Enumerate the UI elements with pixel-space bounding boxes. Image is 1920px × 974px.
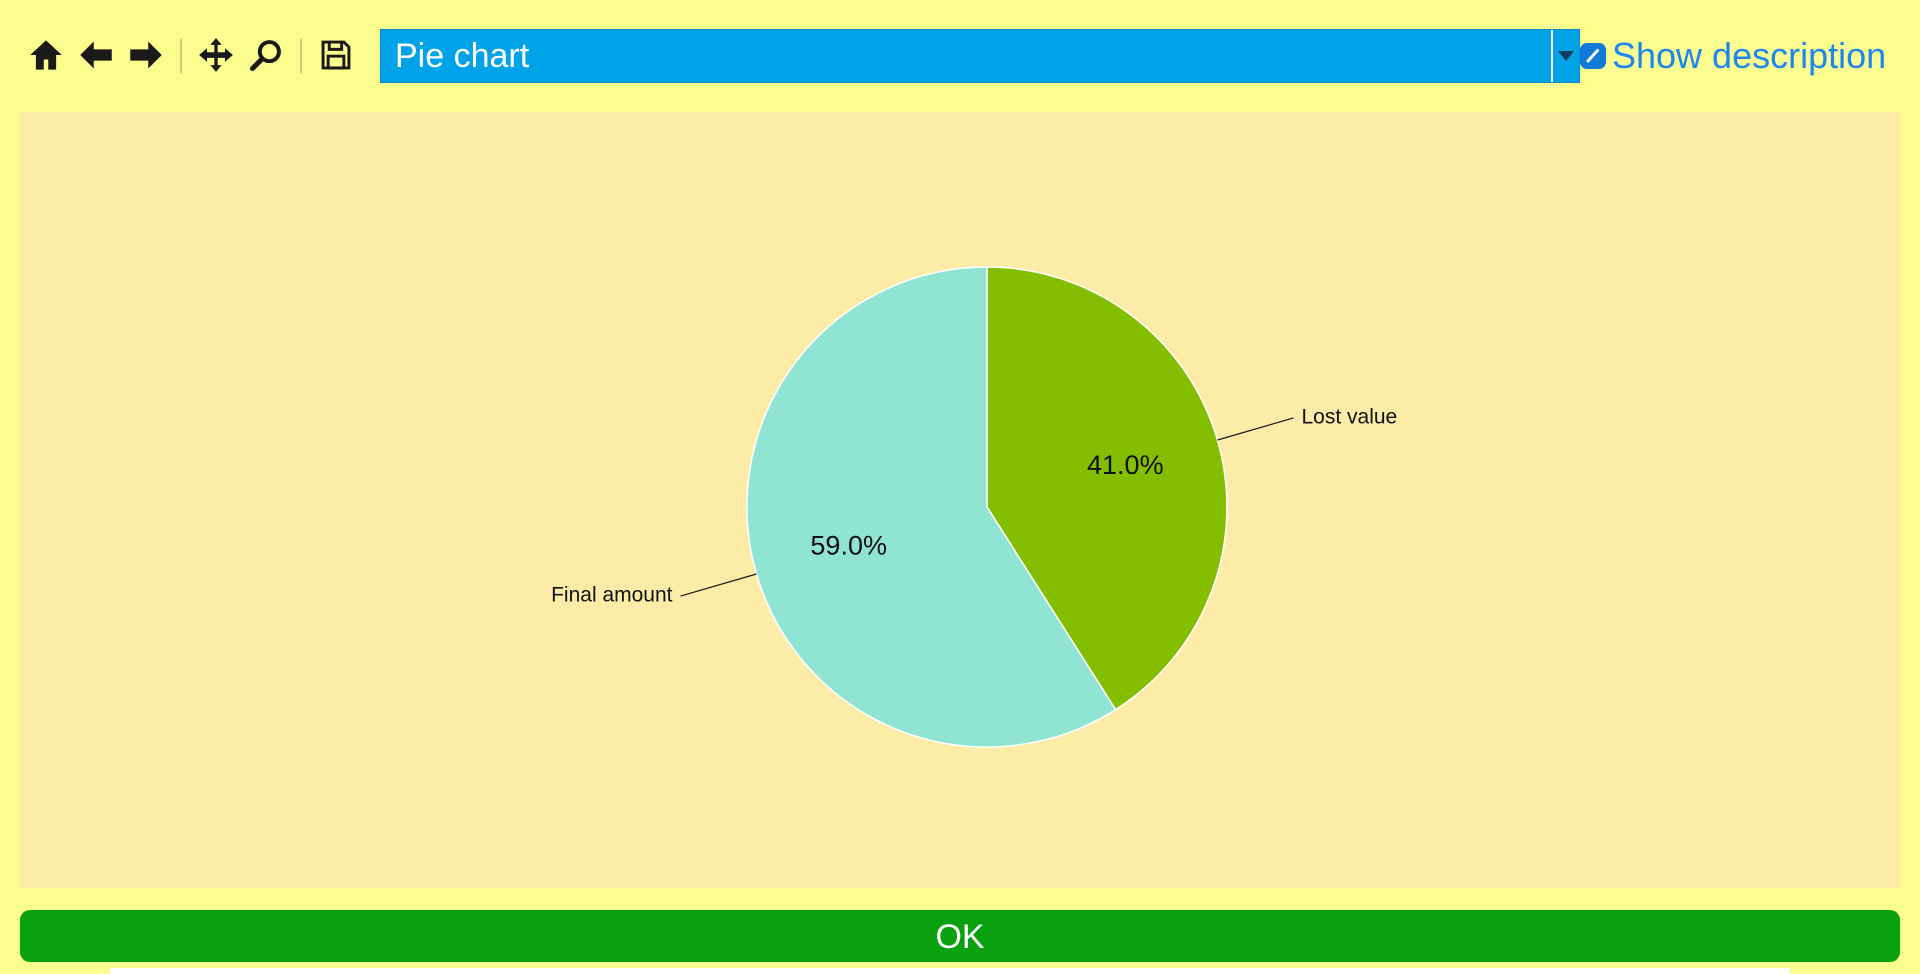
pie-chart: 41.0% Lost value 59.0% Final amount bbox=[551, 266, 1398, 748]
magnifier-icon bbox=[248, 37, 284, 76]
chart-canvas[interactable]: 41.0% Lost value 59.0% Final amount bbox=[20, 112, 1900, 888]
home-icon bbox=[28, 37, 64, 76]
leader-line bbox=[1217, 417, 1294, 441]
dropdown-arrow-button[interactable] bbox=[1551, 30, 1579, 82]
toolbar-separator bbox=[300, 39, 302, 73]
leader-line bbox=[680, 573, 757, 597]
forward-button[interactable] bbox=[124, 34, 168, 78]
pie-slice-1 bbox=[746, 266, 1117, 748]
arrow-left-icon bbox=[78, 37, 114, 76]
move-icon bbox=[198, 37, 234, 76]
show-description-toggle[interactable]: Show description bbox=[1580, 35, 1886, 77]
chart-type-dropdown[interactable]: Pie chart bbox=[380, 29, 1580, 83]
pie-slice-label: Lost value bbox=[1302, 405, 1398, 428]
show-description-label: Show description bbox=[1612, 35, 1887, 76]
ok-button[interactable]: OK bbox=[20, 910, 1900, 962]
zoom-button[interactable] bbox=[244, 34, 288, 78]
bottom-edge bbox=[110, 968, 1790, 974]
plot-nav-tools bbox=[24, 34, 358, 78]
arrow-right-icon bbox=[128, 37, 164, 76]
chart-type-selected-value: Pie chart bbox=[395, 36, 530, 75]
save-button[interactable] bbox=[314, 34, 358, 78]
pie-percent-label: 59.0% bbox=[810, 530, 887, 560]
show-description-icon bbox=[1580, 43, 1606, 69]
chevron-down-icon bbox=[1558, 51, 1574, 61]
back-button[interactable] bbox=[74, 34, 118, 78]
toolbar: Pie chart Show description bbox=[0, 0, 1920, 112]
home-button[interactable] bbox=[24, 34, 68, 78]
pie-slice-label: Final amount bbox=[551, 584, 673, 607]
toolbar-separator bbox=[180, 39, 182, 73]
pie-percent-label: 41.0% bbox=[1087, 450, 1164, 480]
pie-slice-0 bbox=[986, 266, 1228, 711]
pan-button[interactable] bbox=[194, 34, 238, 78]
save-icon bbox=[318, 37, 354, 76]
